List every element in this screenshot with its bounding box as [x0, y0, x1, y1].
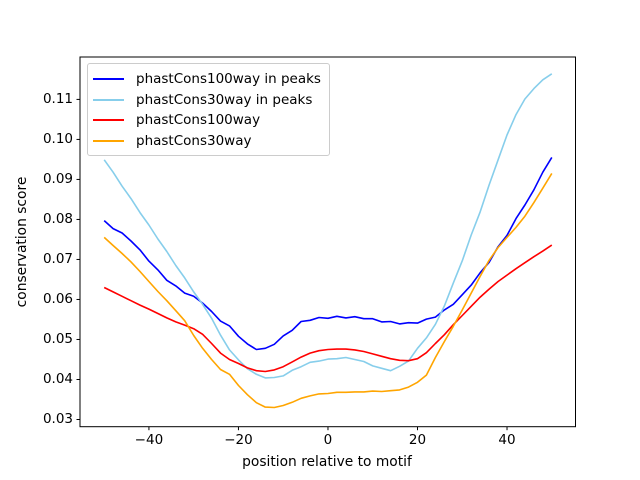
legend-label: phastCons30way in peaks: [136, 91, 313, 108]
x-tick-label: −20: [224, 431, 253, 448]
y-tick-label: 0.08: [42, 210, 73, 227]
legend-entry: phastCons100way: [93, 110, 321, 131]
series-line-phastCons100way-in-peaks: [103, 156, 553, 351]
legend-label: phastCons100way: [136, 112, 261, 129]
y-tick-label: 0.03: [42, 410, 73, 427]
x-tick-label: 40: [498, 431, 516, 448]
legend-entry: phastCons30way: [93, 131, 321, 152]
y-tick-label: 0.05: [42, 330, 73, 347]
legend-line-sample: [93, 98, 124, 101]
x-tick-label: 20: [408, 431, 427, 448]
y-tick-label: 0.10: [42, 130, 73, 147]
series-line-phastCons30way-in-peaks: [103, 73, 553, 379]
legend-label: phastCons30way: [136, 132, 252, 149]
legend: phastCons100way in peaks phastCons30way …: [87, 63, 330, 156]
y-tick-label: 0.06: [42, 290, 73, 307]
legend-label: phastCons100way in peaks: [136, 71, 321, 88]
legend-entry: phastCons100way in peaks: [93, 69, 321, 90]
legend-line-sample: [93, 119, 124, 122]
y-axis-label: conservation score: [14, 176, 30, 308]
legend-entry: phastCons30way in peaks: [93, 90, 321, 111]
y-tick-label: 0.11: [42, 90, 73, 107]
x-axis-label: position relative to motif: [242, 454, 412, 470]
legend-line-sample: [93, 139, 124, 142]
y-tick-label: 0.07: [42, 250, 73, 267]
x-tick-label: 0: [323, 431, 333, 448]
y-tick-label: 0.09: [42, 170, 73, 187]
series-line-phastCons100way: [103, 244, 553, 373]
legend-line-sample: [93, 78, 124, 81]
y-tick-label: 0.04: [42, 370, 73, 387]
x-tick-label: −40: [134, 431, 164, 448]
series-line-phastCons30way: [103, 172, 553, 409]
